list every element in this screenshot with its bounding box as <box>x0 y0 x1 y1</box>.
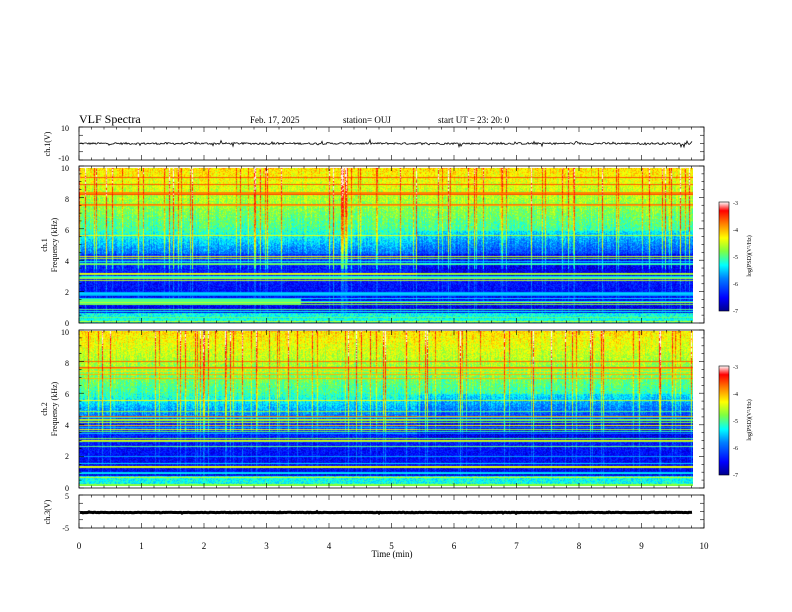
x-tick-label: 5 <box>389 541 394 551</box>
x-tick-label: 3 <box>264 541 269 551</box>
ch1-spec-ytick-0: 0 <box>65 319 69 328</box>
ch1-ylabel: ch.1(V) <box>43 131 52 156</box>
x-tick-label: 8 <box>577 541 582 551</box>
ch2-colorbar-tick-m6: -6 <box>733 446 738 452</box>
ch2-spec-ytick-10: 10 <box>61 328 69 337</box>
ch3-ytick-top: 5 <box>65 492 69 501</box>
ch3-ylabel: ch.3(V) <box>43 499 52 524</box>
x-tick-label: 6 <box>452 541 457 551</box>
ch2-spec-ytick-6: 6 <box>65 390 69 399</box>
x-tick-label: 0 <box>77 541 82 551</box>
x-tick-label: 4 <box>327 541 332 551</box>
ch2-spectrogram-image <box>79 331 693 486</box>
x-tick-label: 1 <box>139 541 144 551</box>
ch3-waveform-panel: 5 -5 ch.3(V) <box>43 492 705 533</box>
ch1-spec-ytick-6: 6 <box>65 226 69 235</box>
ch3-ytick-bottom: -5 <box>62 524 69 533</box>
ch2-spec-ylabel-channel: ch.2 <box>40 402 49 416</box>
ch1-spec-ylabel-channel: ch.1 <box>40 238 49 252</box>
ch1-colorbar-tick-m7: -7 <box>733 309 738 315</box>
ch3-waveform-trace <box>79 509 693 516</box>
ch1-waveform-trace <box>80 138 693 149</box>
x-tick-label: 9 <box>639 541 644 551</box>
ch1-colorbar-tick-m3: -3 <box>733 201 738 207</box>
ch1-colorbar-label: log(PSD)(V²/Hz) <box>746 235 753 276</box>
x-tick-labels: 0 1 2 3 4 5 6 7 8 9 10 <box>77 541 709 551</box>
ch2-colorbar-tick-m7: -7 <box>733 473 738 479</box>
ch1-colorbar-tick-m4: -4 <box>733 228 738 234</box>
ch1-colorbar <box>718 201 730 312</box>
x-axis-label: Time (min) <box>372 549 413 559</box>
ch1-spectrogram-image <box>79 168 693 323</box>
figure-title: VLF Spectra <box>79 112 141 126</box>
ch2-spec-ytick-8: 8 <box>65 359 69 368</box>
ch1-ytick-bottom: -10 <box>58 154 69 163</box>
axis-ticks <box>78 126 705 529</box>
date-label: Feb. 17, 2025 <box>250 115 300 125</box>
ch1-spec-ytick-8: 8 <box>65 195 69 204</box>
ch1-spec-ytick-2: 2 <box>65 288 69 297</box>
x-tick-label: 7 <box>514 541 519 551</box>
ch2-spec-ylabel-frequency: Frequency (kHz) <box>50 381 59 436</box>
ch1-colorbar-tick-m5: -5 <box>733 255 738 261</box>
start-time-label: start UT = 23: 20: 0 <box>438 115 510 125</box>
ch2-spec-ytick-4: 4 <box>65 421 69 430</box>
ch2-colorbar <box>718 365 730 476</box>
x-tick-label: 10 <box>700 541 710 551</box>
ch2-spectrogram-panel: 0 2 4 6 8 10 ch.2 Frequency (kHz) -3 -4 … <box>40 328 753 493</box>
ch1-spec-ytick-4: 4 <box>65 257 69 266</box>
ch1-ytick-top: 10 <box>61 124 69 133</box>
ch2-spec-ytick-0: 0 <box>65 484 69 493</box>
ch1-colorbar-tick-m6: -6 <box>733 282 738 288</box>
ch2-colorbar-tick-m4: -4 <box>733 392 738 398</box>
ch2-colorbar-tick-m5: -5 <box>733 419 738 425</box>
ch1-spec-ytick-10: 10 <box>61 164 69 173</box>
ch1-spectrogram-panel: 0 2 4 6 8 10 ch.1 Frequency (kHz) -3 -4 … <box>40 164 753 328</box>
ch2-colorbar-tick-m3: -3 <box>733 365 738 371</box>
ch1-spec-ylabel-frequency: Frequency (kHz) <box>50 217 59 272</box>
ch2-colorbar-label: log(PSD)(V²/Hz) <box>746 399 753 440</box>
ch2-spec-ytick-2: 2 <box>65 452 69 461</box>
x-tick-label: 2 <box>202 541 207 551</box>
station-label: station= OUJ <box>343 115 391 125</box>
ch1-waveform-panel: 10 -10 ch.1(V) <box>43 124 705 163</box>
